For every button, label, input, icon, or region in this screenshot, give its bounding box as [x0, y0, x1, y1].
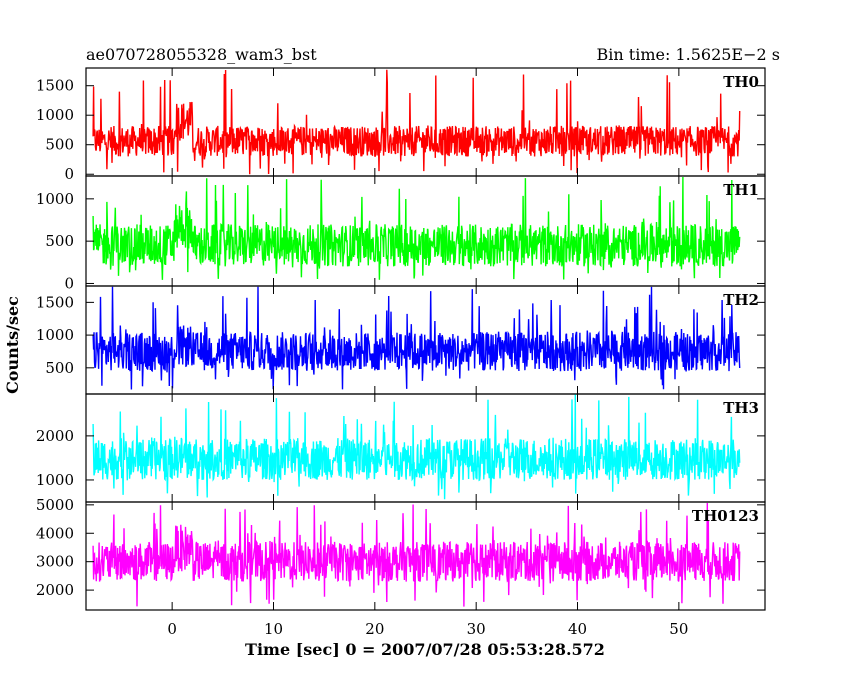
y-tick-label: 0	[64, 274, 74, 292]
series-label-th3: TH3	[723, 399, 759, 417]
panels-group: 0 500 1000 1500 TH0 0 500 1000 TH1 500 1000 1500 TH2…	[36, 67, 766, 611]
y-tick-label: 1000	[36, 190, 74, 208]
panel-th0123: 2000 3000 4000 5000 TH0123	[36, 496, 766, 611]
y-tick-label: 1000	[36, 106, 74, 124]
y-tick-label: 2000	[36, 427, 74, 445]
chart-title: ae070728055328_wam3_bst	[86, 45, 317, 64]
series-line-th1	[92, 176, 741, 280]
x-tick-label: 40	[568, 620, 587, 638]
x-tick-label: 0	[167, 620, 177, 638]
series-line-th3	[92, 394, 741, 500]
y-tick-label: 500	[45, 232, 74, 250]
x-tick-label: 30	[467, 620, 486, 638]
x-axis: 0 10 20 30 40 50	[167, 620, 688, 638]
y-tick-label: 5000	[36, 496, 74, 514]
x-tick-label: 20	[365, 620, 384, 638]
x-tick-label: 10	[264, 620, 283, 638]
y-tick-label: 1500	[36, 77, 74, 95]
panel-th3: 1000 2000 TH3	[36, 393, 766, 503]
y-axis-title: Counts/sec	[3, 296, 22, 394]
y-tick-label: 1000	[36, 471, 74, 489]
series-line-th0123	[92, 502, 741, 607]
y-tick-label: 4000	[36, 524, 74, 542]
series-label-th0123: TH0123	[692, 507, 759, 525]
y-tick-label: 3000	[36, 553, 74, 571]
panel-th0: 0 500 1000 1500 TH0	[36, 67, 766, 183]
panel-frame	[85, 501, 766, 611]
panel-th1: 0 500 1000 TH1	[36, 175, 766, 292]
y-tick-label: 500	[45, 359, 74, 377]
y-tick-label: 2000	[36, 581, 74, 599]
y-tick-label: 0	[64, 165, 74, 183]
panel-th2: 500 1000 1500 TH2	[36, 285, 766, 395]
y-tick-label: 1000	[36, 326, 74, 344]
bin-time-label: Bin time: 1.5625E−2 s	[597, 45, 780, 64]
x-tick-label: 50	[669, 620, 688, 638]
series-label-th2: TH2	[723, 291, 759, 309]
series-line-th2	[92, 286, 741, 390]
series-label-th0: TH0	[723, 73, 759, 91]
series-line-th0	[92, 69, 741, 175]
x-axis-title: Time [sec] 0 = 2007/07/28 05:53:28.572	[245, 640, 605, 659]
series-label-th1: TH1	[723, 181, 759, 199]
y-tick-label: 500	[45, 136, 74, 154]
y-tick-label: 1500	[36, 293, 74, 311]
